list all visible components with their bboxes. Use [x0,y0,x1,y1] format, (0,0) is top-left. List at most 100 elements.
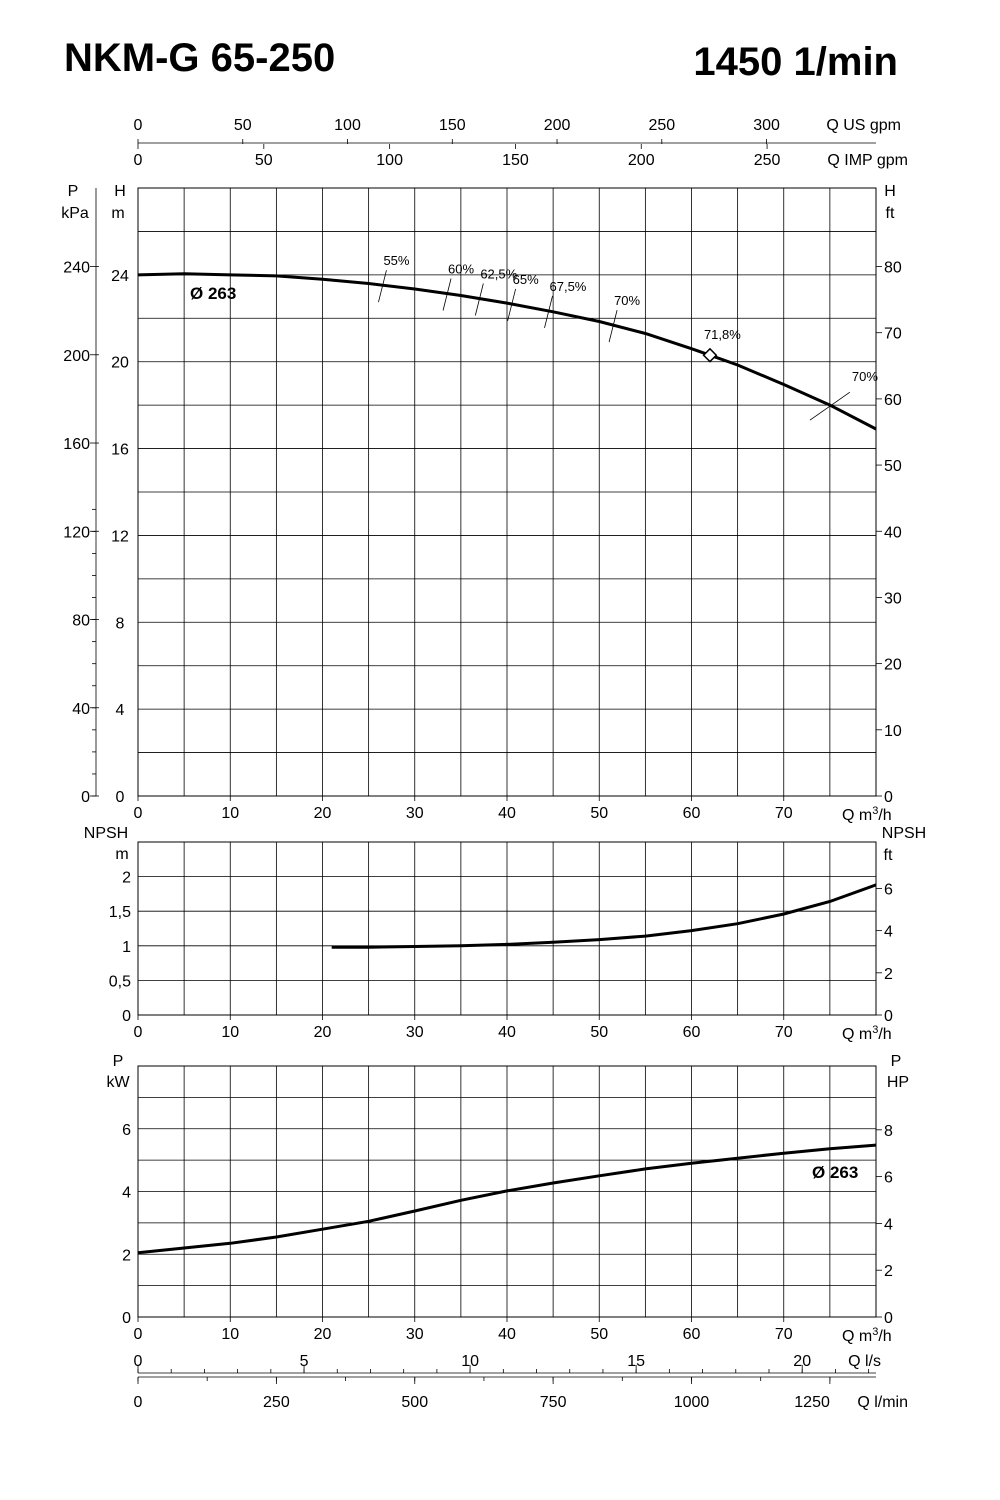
power-chart-x-tick-label: 70 [775,1326,793,1343]
imp-gpm-tick-label: 150 [502,152,529,169]
imp-gpm-tick-label: 200 [628,152,655,169]
npsh-chart-x-tick-label: 50 [590,1024,608,1041]
power-chart-x-tick-label: 0 [134,1326,143,1343]
npsh-m-tick-label: 0,5 [109,973,131,990]
lpm-axis-label: Q l/min [857,1394,908,1411]
head-ft-tick-label: 60 [884,392,902,409]
head-m-tick-label: 4 [116,702,125,719]
npsh-ft-axis-label-top: NPSH [882,825,926,842]
power-hp-tick-label: 0 [884,1310,893,1327]
npsh-ft-tick-label: 4 [884,924,893,941]
imp-gpm-tick-label: 0 [134,152,143,169]
head-chart-x-tick-label: 50 [590,805,608,822]
head-ft-tick-label: 0 [884,789,893,806]
us-gpm-tick-label: 200 [544,117,571,134]
head-ft-axis-label-top: H [884,183,896,200]
lps-tick-label: 20 [793,1353,811,1370]
head-ft-tick-label: 20 [884,657,902,674]
head-chart-x-tick-label: 70 [775,805,793,822]
lpm-tick-label: 1000 [674,1394,710,1411]
kpa-axis-label-unit: kPa [61,205,89,222]
head-ft-axis-label-unit: ft [886,205,895,222]
power-kw-tick-label: 6 [122,1122,131,1139]
head-chart-x-tick-label: 60 [683,805,701,822]
head-chart-x-tick-label: 0 [134,805,143,822]
kpa-tick-label: 200 [63,348,90,365]
kpa-tick-label: 160 [63,436,90,453]
power-hp-tick-label: 4 [884,1216,893,1233]
kpa-axis-label-top: P [68,183,79,200]
lpm-tick-label: 0 [134,1394,143,1411]
efficiency-label: 67,5% [550,279,587,294]
us-gpm-tick-label: 0 [134,117,143,134]
power-kw-tick-label: 0 [122,1310,131,1327]
head-curve-label: Ø 263 [190,284,236,303]
power-kw-axis-label-top: P [113,1053,124,1070]
us-gpm-axis-label: Q US gpm [826,117,901,134]
imp-gpm-tick-label: 100 [376,152,403,169]
npsh-chart-x-tick-label: 40 [498,1024,516,1041]
npsh-ft-tick-label: 6 [884,881,893,898]
head-m-axis-label-top: H [114,183,126,200]
head-m-tick-label: 24 [111,268,129,285]
efficiency-mark [608,310,618,343]
us-gpm-tick-label: 250 [648,117,675,134]
head-ft-tick-label: 40 [884,524,902,541]
us-gpm-tick-label: 100 [334,117,361,134]
npsh-chart-x-axis-label: Q m3/h [842,1024,892,1043]
efficiency-mark [544,295,553,328]
efficiency-mark [809,391,851,421]
power-chart-x-tick-label: 30 [406,1326,424,1343]
npsh-chart-x-tick-label: 30 [406,1024,424,1041]
efficiency-label: 60% [448,262,474,277]
power-hp-tick-label: 2 [884,1263,893,1280]
power-hp-tick-label: 6 [884,1170,893,1187]
npsh-m-tick-label: 1 [122,939,131,956]
us-gpm-tick-label: 50 [234,117,252,134]
efficiency-mark [378,270,387,303]
npsh-m-tick-label: 0 [122,1008,131,1025]
npsh-chart-x-tick-label: 0 [134,1024,143,1041]
model-title: NKM-G 65-250 [64,36,336,80]
head-chart-x-tick-label: 40 [498,805,516,822]
power-hp-axis-label-unit: HP [887,1074,909,1091]
head-m-tick-label: 20 [111,355,129,372]
kpa-tick-label: 0 [81,789,90,806]
lps-tick-label: 0 [134,1353,143,1370]
efficiency-mark [442,278,452,311]
power-chart-x-tick-label: 50 [590,1326,608,1343]
npsh-m-tick-label: 1,5 [109,904,131,921]
npsh-m-axis-label-top: NPSH [84,825,128,842]
power-hp-tick-label: 8 [884,1123,893,1140]
head-chart-x-axis-label: Q m3/h [842,805,892,824]
imp-gpm-tick-label: 50 [255,152,273,169]
npsh-chart-x-tick-label: 10 [221,1024,239,1041]
head-ft-tick-label: 50 [884,458,902,475]
head-m-tick-label: 8 [116,615,125,632]
head-ft-tick-label: 10 [884,723,902,740]
head-chart-x-tick-label: 10 [221,805,239,822]
kpa-tick-label: 80 [72,613,90,630]
best-efficiency-label: 71,8% [704,327,741,342]
efficiency-label: 70% [852,369,878,384]
head-chart-x-tick-label: 20 [314,805,332,822]
npsh-ft-axis-label-unit: ft [884,847,893,864]
head-m-axis-label-unit: m [111,205,124,222]
npsh-curve [331,883,877,949]
head-curve [137,272,877,431]
us-gpm-tick-label: 150 [439,117,466,134]
lps-tick-label: 15 [627,1353,645,1370]
npsh-m-tick-label: 2 [122,870,131,887]
npsh-chart-x-tick-label: 70 [775,1024,793,1041]
best-efficiency-point-marker [702,347,718,363]
kpa-tick-label: 120 [63,524,90,541]
lpm-tick-label: 750 [540,1394,567,1411]
speed-title: 1450 1/min [693,40,898,84]
head-ft-tick-label: 80 [884,260,902,277]
kpa-tick-label: 240 [63,260,90,277]
power-curve-label: Ø 263 [812,1163,858,1182]
power-chart-x-tick-label: 40 [498,1326,516,1343]
npsh-chart-x-tick-label: 20 [314,1024,332,1041]
efficiency-mark [507,288,517,322]
power-kw-axis-label-unit: kW [106,1074,130,1091]
